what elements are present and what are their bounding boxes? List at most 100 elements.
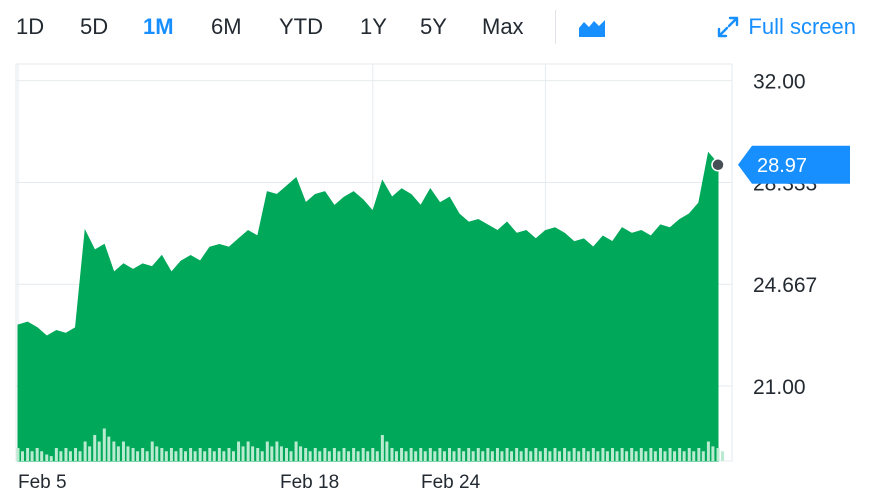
volume-bar — [452, 451, 456, 461]
volume-bar — [371, 448, 375, 461]
volume-bar — [543, 448, 547, 461]
volume-bar — [481, 451, 485, 461]
volume-bar — [400, 448, 404, 461]
volume-bar — [557, 451, 561, 461]
mountain-chart-icon[interactable] — [578, 18, 606, 38]
volume-bar — [289, 451, 293, 461]
volume-bar — [40, 451, 44, 461]
last-price-label: 28.97 — [757, 155, 807, 177]
volume-bar — [649, 448, 653, 461]
volume-bar — [347, 451, 351, 461]
volume-bar — [313, 448, 317, 461]
volume-bar — [716, 448, 720, 461]
volume-bar — [337, 451, 341, 461]
volume-bar — [164, 451, 168, 461]
y-tick-label: 21.00 — [753, 376, 806, 399]
range-button-ytd[interactable]: YTD — [279, 14, 323, 39]
y-tick-label: 24.667 — [753, 274, 817, 297]
volume-bar — [495, 448, 499, 461]
volume-bar — [701, 451, 705, 461]
volume-bar — [256, 448, 260, 461]
volume-bar — [591, 448, 595, 461]
volume-bar — [476, 448, 480, 461]
volume-bar — [93, 435, 97, 461]
volume-bar — [131, 448, 135, 461]
volume-bar — [189, 448, 193, 461]
range-button-1d[interactable]: 1D — [16, 14, 45, 39]
volume-layer — [16, 428, 724, 461]
volume-bar — [634, 451, 638, 461]
volume-bar — [438, 448, 442, 461]
volume-bar — [471, 451, 475, 461]
volume-bar — [246, 441, 250, 461]
volume-bar — [385, 441, 389, 461]
volume-bar — [356, 451, 360, 461]
volume-bar — [198, 448, 202, 461]
volume-bar — [212, 451, 216, 461]
volume-bar — [467, 448, 471, 461]
volume-bar — [184, 451, 188, 461]
volume-bar — [74, 448, 78, 461]
volume-bar — [553, 448, 557, 461]
volume-bar — [500, 451, 504, 461]
price-area — [17, 151, 719, 462]
volume-bar — [241, 446, 245, 461]
area-layer — [17, 151, 719, 462]
volume-bar — [596, 451, 600, 461]
volume-bar — [462, 451, 466, 461]
volume-bar — [83, 441, 87, 461]
volume-bar — [145, 451, 149, 461]
range-button-5y[interactable]: 5Y — [420, 14, 447, 39]
fullscreen-button[interactable]: Full screen — [716, 12, 856, 42]
chart-toolbar: 1D 5D 1M 6M YTD 1Y 5Y Max Full screen — [0, 0, 874, 58]
volume-bar — [107, 436, 111, 461]
volume-bar — [409, 448, 413, 461]
volume-bar — [231, 451, 235, 461]
volume-bar — [217, 448, 221, 461]
volume-bar — [304, 448, 308, 461]
volume-bar — [706, 441, 710, 461]
volume-bar — [112, 441, 116, 461]
range-button-max[interactable]: Max — [482, 14, 524, 39]
volume-bar — [30, 451, 34, 461]
volume-bar — [668, 448, 672, 461]
range-button-5d[interactable]: 5D — [80, 14, 109, 39]
volume-bar — [433, 451, 437, 461]
volume-bar — [332, 448, 336, 461]
volume-bar — [692, 451, 696, 461]
volume-bar — [625, 451, 629, 461]
volume-bar — [102, 428, 106, 461]
range-button-1y[interactable]: 1Y — [360, 14, 387, 39]
range-button-6m[interactable]: 6M — [211, 14, 242, 39]
volume-bar — [567, 451, 571, 461]
volume-bar — [270, 446, 274, 461]
volume-bar — [534, 448, 538, 461]
volume-bar — [265, 441, 269, 461]
volume-bar — [260, 451, 264, 461]
volume-bar — [486, 448, 490, 461]
volume-bar — [577, 451, 581, 461]
range-button-1m[interactable]: 1M — [143, 14, 174, 39]
volume-bar — [423, 451, 427, 461]
volume-bar — [155, 446, 159, 461]
volume-bar — [404, 451, 408, 461]
volume-bar — [678, 448, 682, 461]
volume-bar — [279, 446, 283, 461]
volume-bar — [524, 448, 528, 461]
volume-bar — [663, 451, 667, 461]
volume-bar — [682, 451, 686, 461]
volume-bar — [687, 448, 691, 461]
volume-bar — [673, 451, 677, 461]
label-layer: 28.97 — [711, 145, 850, 184]
volume-bar — [615, 451, 619, 461]
volume-bar — [352, 448, 356, 461]
volume-bar — [510, 451, 514, 461]
volume-bar — [136, 451, 140, 461]
y-tick-label: 32.00 — [753, 71, 806, 94]
volume-bar — [203, 451, 207, 461]
volume-bar — [160, 448, 164, 461]
volume-bar — [126, 446, 130, 461]
volume-bar — [548, 451, 552, 461]
